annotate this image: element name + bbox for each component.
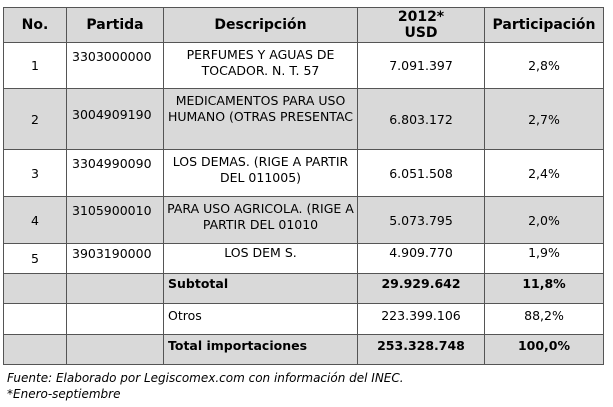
row-descripcion: PERFUMES Y AGUAS DE TOCADOR. N. T. 57: [163, 42, 358, 89]
row-usd: 5.073.795: [357, 196, 485, 244]
total-usd: 253.328.748: [357, 334, 485, 365]
total-participacion: 100,0%: [484, 334, 604, 365]
header-usd: 2012* USD: [357, 7, 485, 43]
footer-note: *Enero-septiembre: [7, 387, 121, 401]
row-participacion: 2,0%: [484, 196, 604, 244]
table-row: 5 3903190000 LOS DEM S. 4.909.770 1,9%: [3, 243, 604, 274]
row-no: 1: [3, 42, 67, 89]
row-partida: 3903190000: [66, 243, 164, 274]
row-no: 5: [3, 243, 67, 274]
subtotal-participacion: 11,8%: [484, 273, 604, 304]
row-descripcion: LOS DEMAS. (RIGE A PARTIR DEL 011005): [163, 149, 358, 197]
row-usd: 4.909.770: [357, 243, 485, 274]
imports-table: No. Partida Descripción 2012* USD Partic…: [3, 7, 604, 365]
table-row: 2 3004909190 MEDICAMENTOS PARA USO HUMAN…: [3, 88, 604, 150]
empty-cell: [3, 334, 67, 365]
header-row: No. Partida Descripción 2012* USD Partic…: [3, 7, 604, 43]
row-no: 3: [3, 149, 67, 197]
row-participacion: 2,4%: [484, 149, 604, 197]
subtotal-label: Subtotal: [163, 273, 358, 304]
empty-cell: [66, 303, 164, 335]
header-no: No.: [3, 7, 67, 43]
row-usd: 6.051.508: [357, 149, 485, 197]
table-row: 1 3303000000 PERFUMES Y AGUAS DE TOCADOR…: [3, 42, 604, 89]
row-partida: 3304990090: [66, 149, 164, 197]
row-partida: 3004909190: [66, 88, 164, 150]
header-partida: Partida: [66, 7, 164, 43]
row-participacion: 2,7%: [484, 88, 604, 150]
empty-cell: [3, 303, 67, 335]
row-descripcion: MEDICAMENTOS PARA USO HUMANO (OTRAS PRES…: [163, 88, 358, 150]
subtotal-row: Subtotal 29.929.642 11,8%: [3, 273, 604, 304]
row-descripcion: PARA USO AGRICOLA. (RIGE A PARTIR DEL 01…: [163, 196, 358, 244]
header-descripcion: Descripción: [163, 7, 358, 43]
otros-participacion: 88,2%: [484, 303, 604, 335]
footer-source: Fuente: Elaborado por Legiscomex.com con…: [7, 371, 404, 385]
row-participacion: 1,9%: [484, 243, 604, 274]
row-no: 2: [3, 88, 67, 150]
row-no: 4: [3, 196, 67, 244]
otros-usd: 223.399.106: [357, 303, 485, 335]
empty-cell: [66, 273, 164, 304]
row-partida: 3105900010: [66, 196, 164, 244]
total-row: Total importaciones 253.328.748 100,0%: [3, 334, 604, 365]
otros-label: Otros: [163, 303, 358, 335]
row-descripcion: LOS DEM S.: [163, 243, 358, 274]
total-label: Total importaciones: [163, 334, 358, 365]
empty-cell: [66, 334, 164, 365]
header-participacion: Participación: [484, 7, 604, 43]
row-participacion: 2,8%: [484, 42, 604, 89]
table-row: 4 3105900010 PARA USO AGRICOLA. (RIGE A …: [3, 196, 604, 244]
row-usd: 6.803.172: [357, 88, 485, 150]
row-usd: 7.091.397: [357, 42, 485, 89]
empty-cell: [3, 273, 67, 304]
otros-row: Otros 223.399.106 88,2%: [3, 303, 604, 335]
row-partida: 3303000000: [66, 42, 164, 89]
table-row: 3 3304990090 LOS DEMAS. (RIGE A PARTIR D…: [3, 149, 604, 197]
subtotal-usd: 29.929.642: [357, 273, 485, 304]
